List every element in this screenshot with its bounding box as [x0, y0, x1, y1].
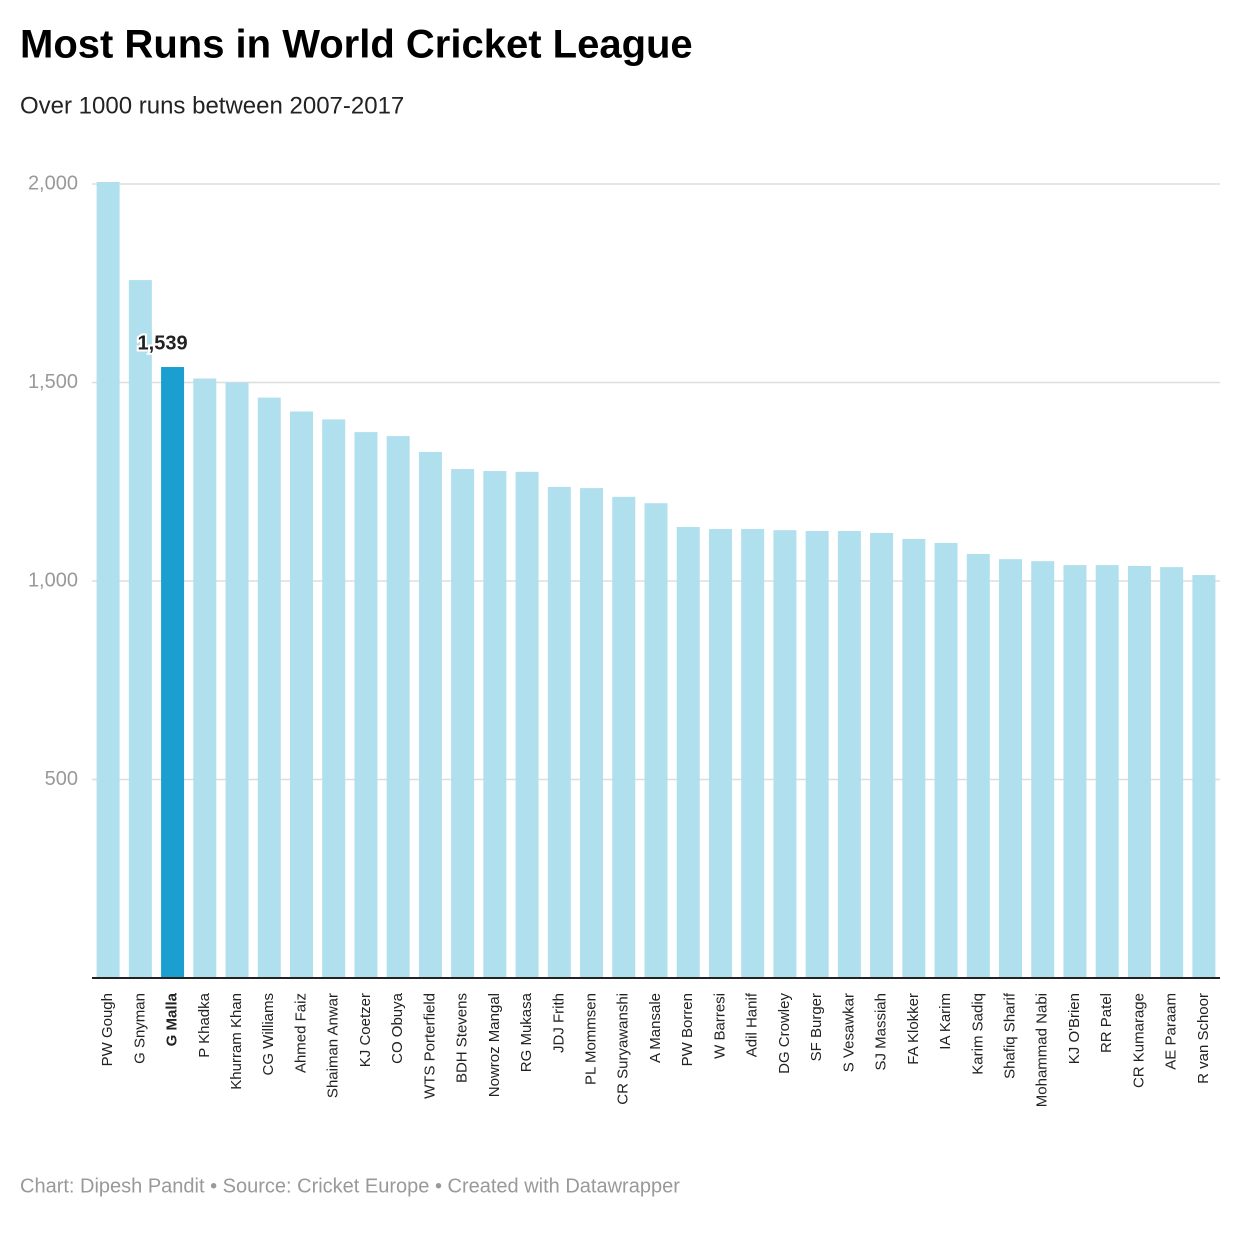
x-tick-label: IA Karim [937, 993, 954, 1050]
x-tick-label: SJ Massiah [873, 993, 890, 1071]
y-tick-label: 1,000 [28, 569, 78, 591]
bar [1160, 567, 1184, 978]
y-tick-label: 2,000 [28, 172, 78, 194]
bar [644, 503, 668, 978]
bar [483, 471, 507, 978]
x-tick-label: Nowroz Mangal [486, 993, 503, 1097]
data-label: 1,539 [138, 332, 188, 354]
x-tick-label: KJ O'Brien [1066, 993, 1083, 1064]
bar [999, 559, 1023, 978]
x-tick-label: KJ Coetzer [357, 993, 374, 1067]
x-tick-label: PL Mommsen [583, 993, 600, 1085]
x-tick-label: A Mansale [647, 993, 664, 1063]
bar [805, 530, 829, 978]
bar [773, 530, 797, 978]
x-tick-label: WTS Porterfield [421, 993, 438, 1099]
bar [580, 488, 604, 978]
x-tick-label: Shafiq Sharif [1001, 992, 1018, 1079]
x-tick-label: Ahmed Faiz [292, 993, 309, 1073]
x-tick-label: BDH Stevens [454, 993, 471, 1083]
bar [1192, 575, 1216, 978]
bar [96, 182, 120, 978]
x-tick-label: Shaiman Anwar [325, 993, 342, 1098]
x-tick-label: CG Williams [260, 993, 277, 1076]
x-tick-label: W Barresi [711, 993, 728, 1059]
bar [1031, 561, 1055, 978]
x-tick-label: SF Burger [808, 993, 825, 1061]
x-tick-label: Khurram Khan [228, 993, 245, 1090]
x-tick-label: FA Klokker [905, 993, 922, 1065]
x-tick-label: RR Patel [1098, 993, 1115, 1053]
bar [870, 532, 894, 978]
bar [612, 496, 636, 978]
bar [676, 527, 700, 978]
x-tick-label: CR Kumarage [1130, 993, 1147, 1088]
bar [741, 528, 765, 978]
bar [354, 432, 378, 978]
bar [1127, 565, 1151, 978]
bar [128, 280, 152, 979]
bar [708, 528, 732, 978]
bar [386, 436, 410, 979]
bar [934, 542, 958, 978]
x-tick-label: G Malla [164, 992, 181, 1046]
bar [161, 367, 185, 979]
bar [289, 411, 313, 979]
bar [322, 419, 346, 978]
bar [418, 451, 442, 979]
chart-subtitle: Over 1000 runs between 2007-2017 [20, 92, 404, 119]
x-tick-label: PW Borren [679, 993, 696, 1066]
bar [257, 397, 281, 978]
bar [515, 471, 539, 978]
bar [837, 530, 861, 978]
x-tick-label: S Vesawkar [840, 993, 857, 1072]
x-tick-label: CR Suryawanshi [615, 993, 632, 1105]
bar [1095, 565, 1119, 978]
x-tick-label: DG Crowley [776, 993, 793, 1074]
y-tick-label: 500 [45, 768, 78, 790]
x-tick-label: Karim Sadiq [969, 993, 986, 1075]
bar [451, 469, 475, 978]
x-tick-label: P Khadka [196, 992, 213, 1057]
x-tick-label: PW Gough [99, 993, 116, 1066]
y-tick-label: 1,500 [28, 371, 78, 393]
bar [193, 378, 217, 978]
bar [966, 554, 990, 978]
bar [902, 538, 926, 978]
x-tick-label: R van Schoor [1195, 993, 1212, 1084]
x-tick-label: CO Obuya [389, 992, 406, 1064]
x-tick-label: AE Paraam [1163, 993, 1180, 1070]
x-tick-label: Adil Hanif [744, 992, 761, 1057]
x-tick-label: JDJ Frith [550, 993, 567, 1053]
x-tick-label: RG Mukasa [518, 992, 535, 1072]
bar [225, 382, 249, 978]
x-tick-label: G Snyman [131, 993, 148, 1064]
source-note: Chart: Dipesh Pandit • Source: Cricket E… [20, 1175, 680, 1197]
bar [1063, 565, 1087, 978]
x-tick-label: Mohammad Nabi [1034, 993, 1051, 1107]
bar [547, 486, 571, 978]
chart-title: Most Runs in World Cricket League [20, 23, 693, 67]
